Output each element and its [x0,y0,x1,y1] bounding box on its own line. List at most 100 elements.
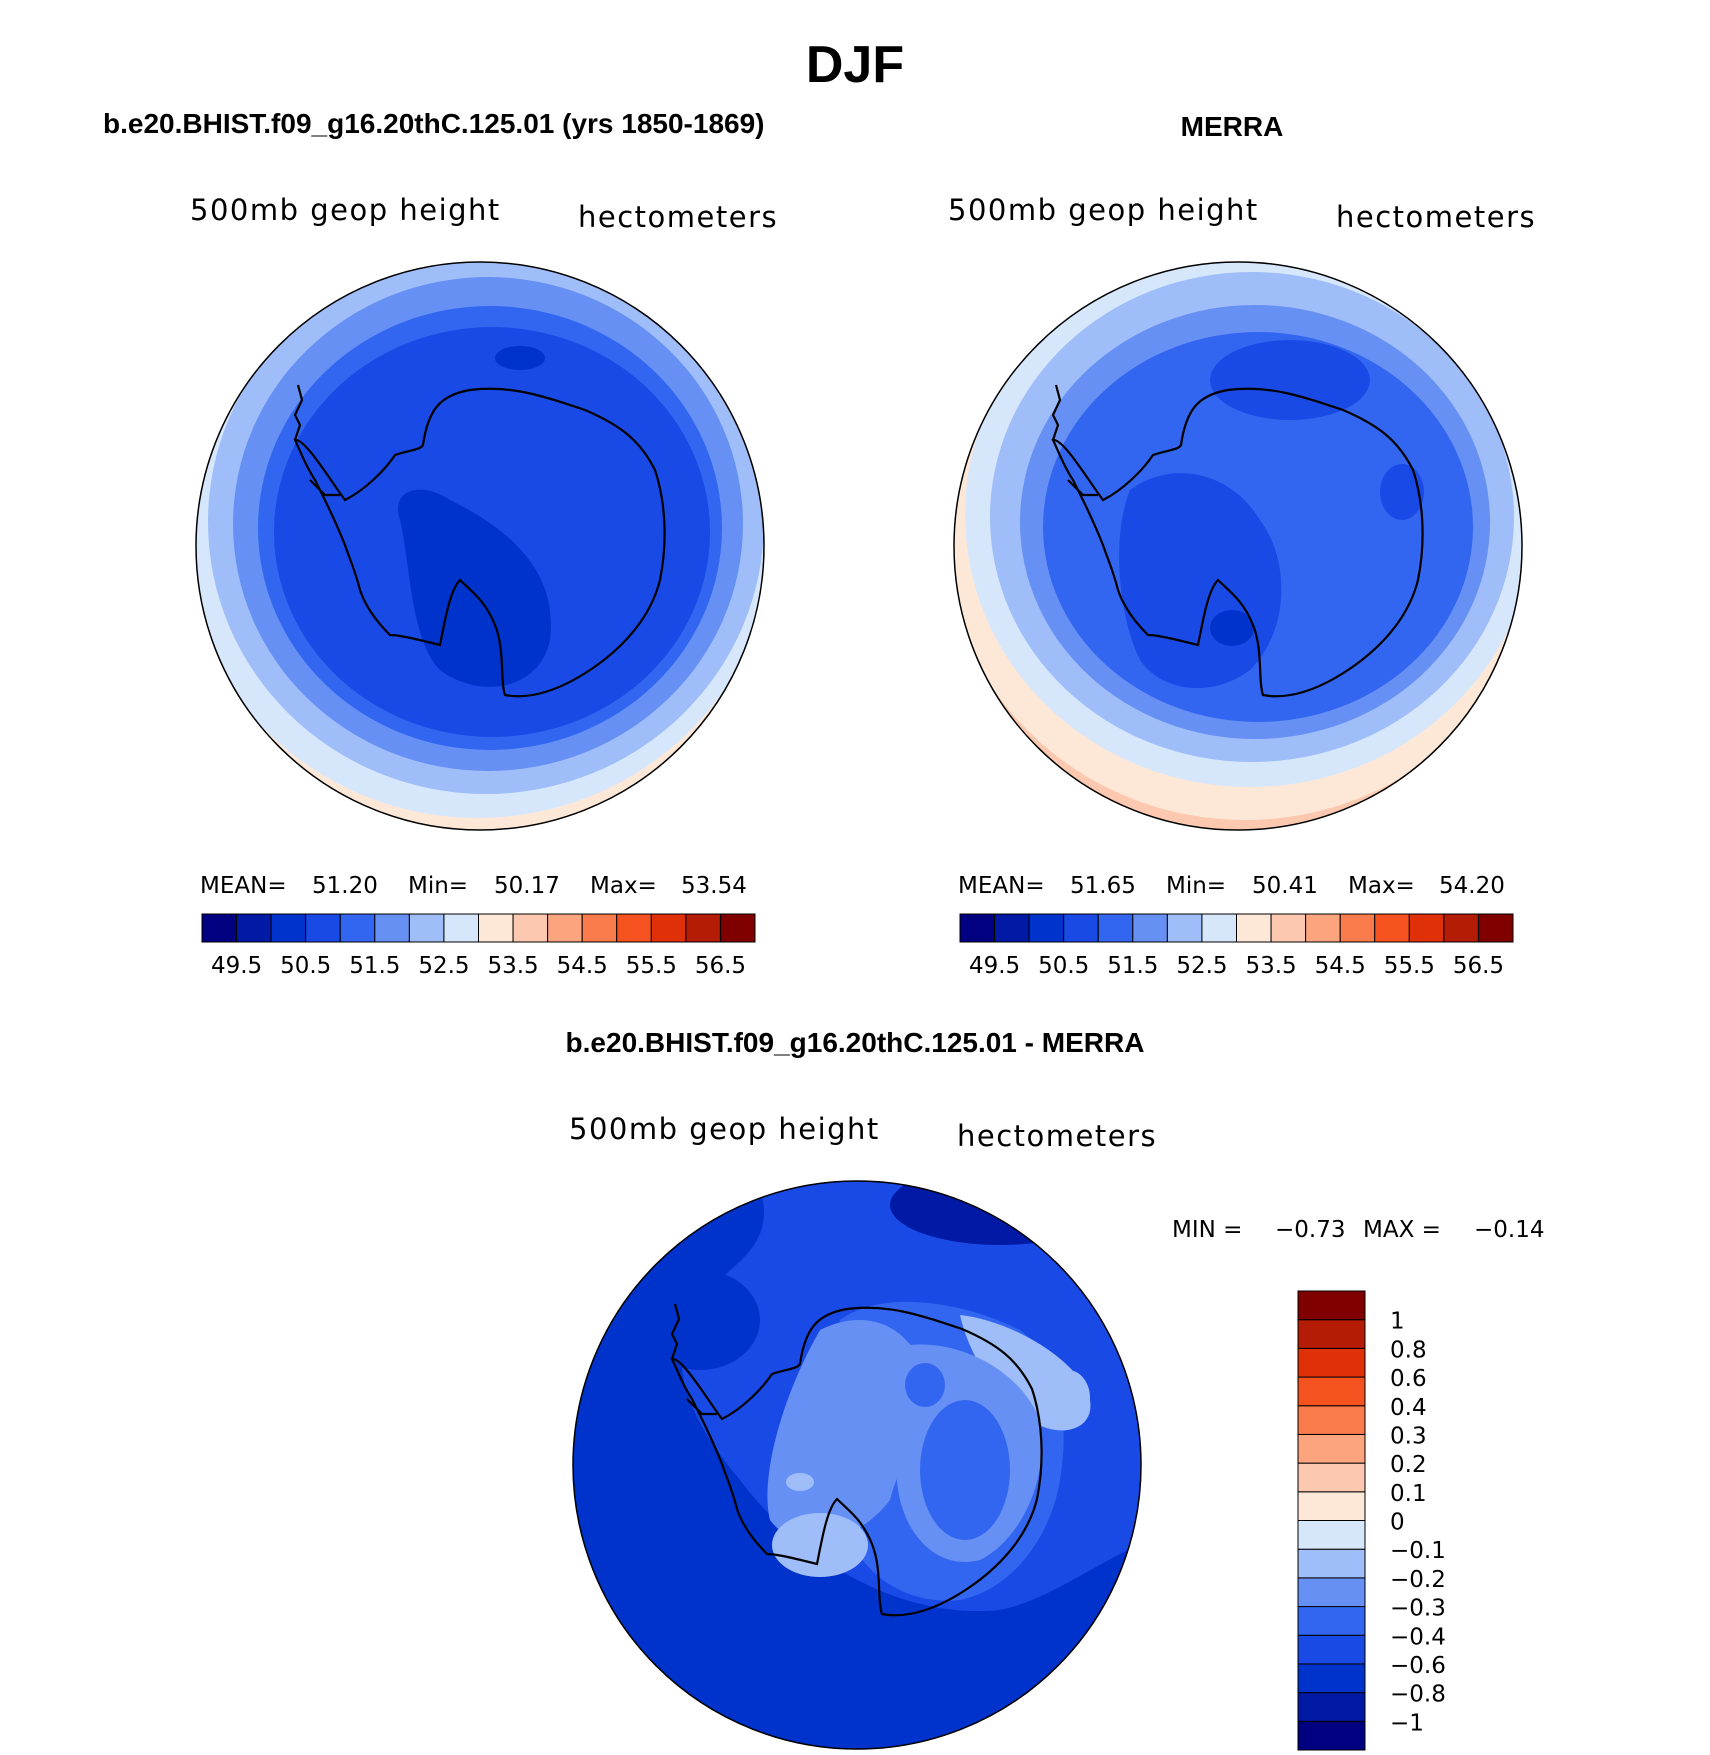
panel-model-colorbar-swatch [478,913,514,943]
panel-difference-colorbar-tick-label: 0.4 [1390,1395,1427,1421]
panel-merra-colorbar-swatch [1305,913,1341,943]
panel-difference-colorbar-tick-label: −0.8 [1390,1682,1446,1708]
panel-merra-min-value: 50.41 [1252,873,1318,899]
panel-merra-colorbar-swatch [1097,913,1134,943]
panel-difference-colorbar-tick-label: 0.6 [1390,1366,1427,1392]
panel-model-max-label: Max= [590,873,657,899]
panel-merra-coastline [1051,384,1424,698]
panel-difference-colorbar-swatch [1297,1663,1366,1694]
panel-model-colorbar-swatch [270,913,307,943]
panel-model-colorbar-tick-label: 53.5 [487,953,538,979]
panel-merra-map-border [953,261,1523,831]
panel-difference-colorbar-tick-label: −0.3 [1390,1596,1446,1622]
panel-merra-colorbar-swatch [1132,913,1168,943]
panel-merra-colorbar-tick-label: 54.5 [1315,953,1366,979]
panel-merra-min-label: Min= [1166,873,1226,899]
panel-difference-max-label: MAX = [1363,1217,1441,1243]
panel-merra-field-label: 500mb geop height [948,193,1259,227]
panel-difference-colorbar-swatch [1297,1462,1366,1493]
panel-difference-colorbar-tick-label: 0 [1390,1510,1405,1536]
panel-difference-colorbar-tick-label: 0.1 [1390,1481,1427,1507]
panel-merra-colorbar-swatch [994,913,1030,943]
panel-merra-mean-label: MEAN= [958,873,1045,899]
panel-merra-colorbar-swatch [1270,913,1307,943]
figure-title: DJF [806,36,904,94]
panel-model-colorbar-swatch [650,913,687,943]
panel-difference-title: b.e20.BHIST.f09_g16.20thC.125.01 - MERRA [566,1027,1145,1058]
panel-difference-colorbar-swatch [1297,1319,1366,1349]
panel-model-colorbar-swatch [581,913,618,943]
panel-model-colorbar: 49.5 50.5 51.5 52.5 53.5 54.5 55.5 56.5 [201,913,756,979]
panel-merra-max-value: 54.20 [1439,873,1505,899]
panel-model-units-label: hectometers [578,200,778,234]
panel-model-mean-value: 51.20 [312,873,378,899]
panel-difference-colorbar-swatch [1297,1634,1366,1665]
panel-model-field-label: 500mb geop height [190,193,501,227]
panel-difference-max-value: −0.14 [1474,1217,1544,1243]
panel-difference-map-border [572,1180,1142,1750]
panel-model-min-value: 50.17 [494,873,560,899]
panel-merra-colorbar-tick-label: 53.5 [1245,953,1296,979]
panel-model-colorbar-tick-label: 55.5 [626,953,677,979]
panel-merra-colorbar-swatch [1236,913,1272,943]
panel-model-min-label: Min= [408,873,468,899]
panel-difference-colorbar-swatch [1297,1405,1366,1435]
panel-merra-colorbar-tick-label: 50.5 [1038,953,1089,979]
panel-difference-colorbar-swatch [1297,1720,1366,1751]
panel-model-colorbar-swatch [512,913,549,943]
panel-difference-colorbar-tick-label: −0.2 [1390,1567,1446,1593]
panel-merra-colorbar-tick-label: 49.5 [969,953,1020,979]
panel-merra: MERRA 500mb geop height hectometers MEAN… [948,111,1536,979]
panel-difference-min-label: MIN = [1172,1217,1242,1243]
panel-difference-colorbar-tick-label: −0.6 [1390,1653,1446,1679]
panel-model-colorbar-tick-label: 51.5 [349,953,400,979]
panel-model-colorbar-swatch [408,913,445,943]
panel-merra-colorbar-tick-label: 51.5 [1107,953,1158,979]
panel-model-colorbar-swatch [201,913,238,943]
panel-merra-colorbar-swatch [1477,913,1514,943]
panel-difference-colorbar-swatch [1297,1577,1366,1608]
panel-difference-colorbar-swatch [1297,1692,1366,1722]
panel-merra-title: MERRA [1181,111,1284,142]
panel-model-map [196,262,764,830]
panel-model-colorbar-swatch [685,913,721,943]
panel-model: b.e20.BHIST.f09_g16.20thC.125.01 (yrs 18… [103,108,778,979]
panel-difference-colorbar-swatch [1297,1606,1366,1636]
panel-merra-colorbar-swatch [1443,913,1479,943]
panel-merra-colorbar-swatch [1028,913,1065,943]
panel-model-colorbar-swatch [443,913,479,943]
panel-merra-colorbar-tick-label: 56.5 [1453,953,1504,979]
panel-model-colorbar-swatch [616,913,652,943]
panel-model-colorbar-swatch [339,913,376,943]
panel-difference-field-label: 500mb geop height [569,1112,880,1146]
panel-difference-colorbar-swatch [1297,1376,1366,1407]
panel-model-colorbar-swatch [374,913,410,943]
panel-difference-colorbar-tick-label: 0.3 [1390,1423,1427,1449]
panel-difference-min-value: −0.73 [1275,1217,1345,1243]
panel-difference-colorbar-swatch [1297,1491,1366,1521]
panel-model-colorbar-swatch [305,913,341,943]
panel-difference-colorbar-swatch [1297,1520,1366,1550]
panel-merra-colorbar-swatch [959,913,996,943]
panel-difference-colorbar: −1−0.8 −0.6 −0.4−0.3 −0.2 −0.10 0.1 0.2 0.30.4 0… [1297,1290,1446,1751]
panel-difference-colorbar-tick-label: 0.8 [1390,1337,1427,1363]
panel-model-colorbar-tick-label: 52.5 [418,953,469,979]
panel-difference-colorbar-tick-label: −0.1 [1390,1538,1446,1564]
panel-model-colorbar-swatch [719,913,756,943]
panel-difference-colorbar-tick-label: −1 [1390,1710,1424,1736]
panel-merra-colorbar-swatch [1408,913,1445,943]
panel-merra-max-label: Max= [1348,873,1415,899]
panel-difference-colorbar-tick-label: 1 [1390,1309,1405,1335]
panel-model-title: b.e20.BHIST.f09_g16.20thC.125.01 (yrs 18… [103,108,765,139]
panel-merra-map [954,262,1522,830]
panel-difference-colorbar-tick-label: 0.2 [1390,1452,1427,1478]
panel-merra-colorbar-swatch [1339,913,1376,943]
panel-model-max-value: 53.54 [681,873,747,899]
panel-merra-units-label: hectometers [1336,200,1536,234]
panel-difference-colorbar-swatch [1297,1433,1366,1464]
panel-model-colorbar-swatch [236,913,272,943]
panel-difference-colorbar-swatch [1297,1548,1366,1579]
panel-merra-colorbar-swatch [1063,913,1099,943]
panel-difference-colorbar-tick-label: −0.4 [1390,1624,1446,1650]
